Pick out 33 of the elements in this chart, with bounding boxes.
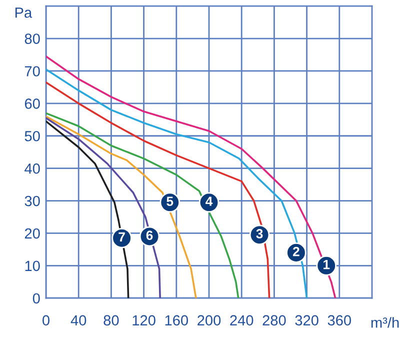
y-tick-label: 60	[24, 98, 40, 109]
x-tick-label: 200	[198, 315, 221, 326]
line-series	[46, 117, 162, 298]
annotation: 7	[118, 232, 125, 242]
line-series	[46, 81, 270, 298]
annotation: 2	[292, 246, 300, 256]
line-series	[46, 120, 130, 298]
x-tick-label: 80	[104, 315, 119, 326]
x-axis-title: m³/h	[371, 317, 399, 328]
x-tick-label: 280	[262, 315, 286, 326]
x-tick-label: 0	[42, 315, 50, 326]
y-tick-label: 30	[24, 196, 40, 206]
x-tick-label: 160	[165, 315, 188, 326]
x-tick-label: 320	[295, 315, 318, 326]
y-tick-label: 80	[24, 34, 40, 44]
y-tick-label: 10	[25, 260, 40, 272]
annotation: 5	[166, 196, 174, 206]
y-tick-label: 0	[32, 293, 40, 304]
y-axis-title: Pa	[15, 8, 32, 18]
annotation: 3	[256, 229, 263, 238]
x-tick-label: 360	[328, 315, 351, 326]
y-tick-label: 70	[24, 66, 40, 76]
y-tick-label: 20	[24, 228, 40, 239]
y-tick-label: 40	[24, 163, 40, 174]
line-series	[46, 116, 197, 298]
x-tick-label: 240	[230, 315, 254, 326]
line-series	[46, 112, 240, 298]
annotation: 1	[324, 260, 330, 270]
x-tick-label: 120	[132, 315, 156, 326]
x-tick-label: 40	[70, 315, 86, 326]
annotation: 6	[146, 230, 153, 240]
y-tick-label: 50	[24, 130, 40, 142]
annotation: 4	[206, 196, 213, 206]
